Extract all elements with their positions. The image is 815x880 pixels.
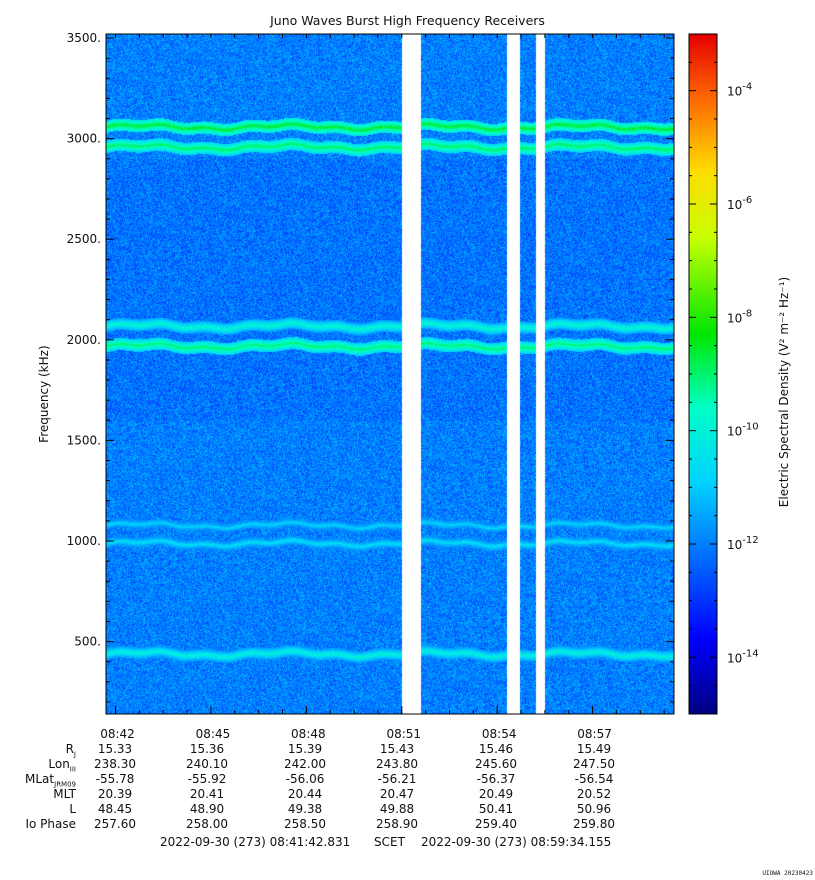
ephemeris-value: 20.47 [379, 787, 415, 801]
ephemeris-value: 20.41 [189, 787, 225, 801]
colorbar [689, 34, 717, 714]
x-tick-label: 08:57 [577, 727, 612, 741]
x-tick-label: 08:45 [196, 727, 231, 741]
ephemeris-value: 49.88 [379, 802, 415, 816]
ephemeris-value: 257.60 [94, 817, 136, 831]
ephemeris-value: 48.45 [97, 802, 133, 816]
ephemeris-value: 15.49 [576, 742, 612, 756]
chart-title: Juno Waves Burst High Frequency Receiver… [270, 13, 545, 28]
ephemeris-value: -55.78 [95, 772, 135, 786]
y-tick-label: 3500. [67, 31, 101, 45]
ephemeris-row-label: LonIII [48, 757, 76, 774]
ephemeris-row-label: Io Phase [25, 817, 76, 831]
spectrogram [106, 34, 674, 714]
ephemeris-row-label: MLatJRM09 [25, 772, 76, 789]
y-tick-label: 1000. [67, 534, 101, 548]
footer-scet-label: SCET [374, 835, 405, 849]
ephemeris-value: -55.92 [187, 772, 227, 786]
ephemeris-value: -56.06 [285, 772, 325, 786]
y-tick-label: 1500. [67, 433, 101, 447]
ephemeris-value: 258.00 [186, 817, 228, 831]
credit-text: UIOWA 20230423 [762, 870, 813, 877]
y-tick-label: 500. [74, 635, 101, 649]
ephemeris-value: 247.50 [573, 757, 615, 771]
footer-end-time: 2022-09-30 (273) 08:59:34.155 [421, 835, 612, 849]
colorbar-tick-label: 10-6 [727, 195, 752, 212]
colorbar-tick-label: 10-12 [727, 535, 759, 552]
ephemeris-value: 15.33 [97, 742, 133, 756]
footer-start-time: 2022-09-30 (273) 08:41:42.831 [160, 835, 351, 849]
ephemeris-value: 15.46 [478, 742, 514, 756]
y-axis-label: Frequency (kHz) [37, 345, 51, 442]
x-tick-label: 08:42 [100, 727, 135, 741]
ephemeris-value: -56.21 [377, 772, 417, 786]
ephemeris-value: -56.37 [476, 772, 516, 786]
y-tick-label: 2000. [67, 333, 101, 347]
ephemeris-value: 245.60 [475, 757, 517, 771]
ephemeris-row-label: MLT [53, 787, 76, 801]
colorbar-tick-label: 10-14 [727, 648, 759, 665]
ephemeris-value: 238.30 [94, 757, 136, 771]
ephemeris-value: 258.90 [376, 817, 418, 831]
colorbar-tick-label: 10-8 [727, 308, 752, 325]
ephemeris-value: 20.39 [97, 787, 133, 801]
ephemeris-value: 259.80 [573, 817, 615, 831]
ephemeris-value: 243.80 [376, 757, 418, 771]
ephemeris-value: -56.54 [574, 772, 614, 786]
ephemeris-value: 15.39 [287, 742, 323, 756]
ephemeris-value: 49.38 [287, 802, 323, 816]
plot-frame [105, 33, 675, 715]
colorbar-frame [688, 33, 718, 715]
ephemeris-value: 50.96 [576, 802, 612, 816]
ephemeris-value: 15.36 [189, 742, 225, 756]
x-tick-label: 08:48 [291, 727, 326, 741]
ephemeris-value: 50.41 [478, 802, 514, 816]
colorbar-tick-label: 10-10 [727, 422, 759, 439]
x-tick-label: 08:54 [482, 727, 517, 741]
colorbar-label: Electric Spectral Density (V² m⁻² Hz⁻¹) [777, 277, 791, 507]
colorbar-tick-label: 10-4 [727, 82, 752, 99]
y-tick-label: 2500. [67, 232, 101, 246]
ephemeris-value: 259.40 [475, 817, 517, 831]
ephemeris-value: 20.44 [287, 787, 323, 801]
y-tick-label: 3000. [67, 132, 101, 146]
ephemeris-row-label: RJ [65, 742, 76, 759]
ephemeris-row-label: L [69, 802, 76, 816]
ephemeris-value: 240.10 [186, 757, 228, 771]
ephemeris-value: 242.00 [284, 757, 326, 771]
x-tick-label: 08:51 [386, 727, 421, 741]
ephemeris-value: 20.52 [576, 787, 612, 801]
ephemeris-value: 48.90 [189, 802, 225, 816]
ephemeris-value: 15.43 [379, 742, 415, 756]
ephemeris-value: 258.50 [284, 817, 326, 831]
ephemeris-value: 20.49 [478, 787, 514, 801]
